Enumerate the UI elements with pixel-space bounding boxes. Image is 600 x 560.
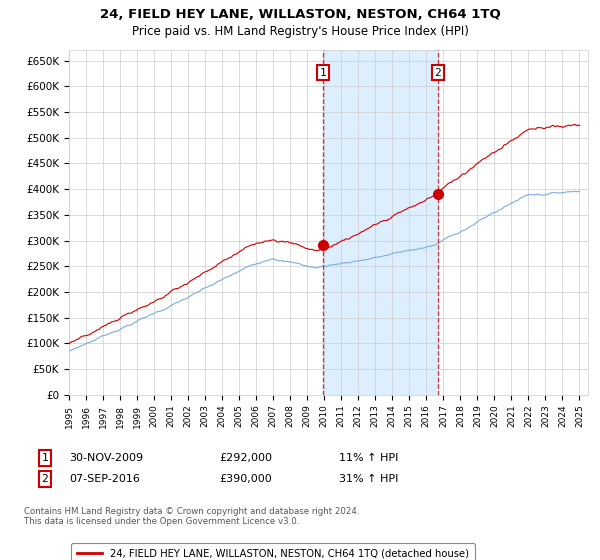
Text: 30-NOV-2009: 30-NOV-2009: [69, 453, 143, 463]
Text: 1: 1: [41, 453, 49, 463]
Text: 31% ↑ HPI: 31% ↑ HPI: [339, 474, 398, 484]
Text: 2: 2: [434, 68, 441, 77]
Text: 2: 2: [41, 474, 49, 484]
Text: 1: 1: [320, 68, 326, 77]
Text: £292,000: £292,000: [219, 453, 272, 463]
Bar: [323, 50, 438, 395]
Text: 07-SEP-2016: 07-SEP-2016: [69, 474, 140, 484]
Text: £390,000: £390,000: [219, 474, 272, 484]
Text: Price paid vs. HM Land Registry's House Price Index (HPI): Price paid vs. HM Land Registry's House …: [131, 25, 469, 38]
Text: 24, FIELD HEY LANE, WILLASTON, NESTON, CH64 1TQ: 24, FIELD HEY LANE, WILLASTON, NESTON, C…: [100, 8, 500, 21]
Text: Contains HM Land Registry data © Crown copyright and database right 2024.
This d: Contains HM Land Registry data © Crown c…: [24, 507, 359, 526]
Legend: 24, FIELD HEY LANE, WILLASTON, NESTON, CH64 1TQ (detached house), HPI: Average p: 24, FIELD HEY LANE, WILLASTON, NESTON, C…: [71, 543, 475, 560]
Text: 11% ↑ HPI: 11% ↑ HPI: [339, 453, 398, 463]
